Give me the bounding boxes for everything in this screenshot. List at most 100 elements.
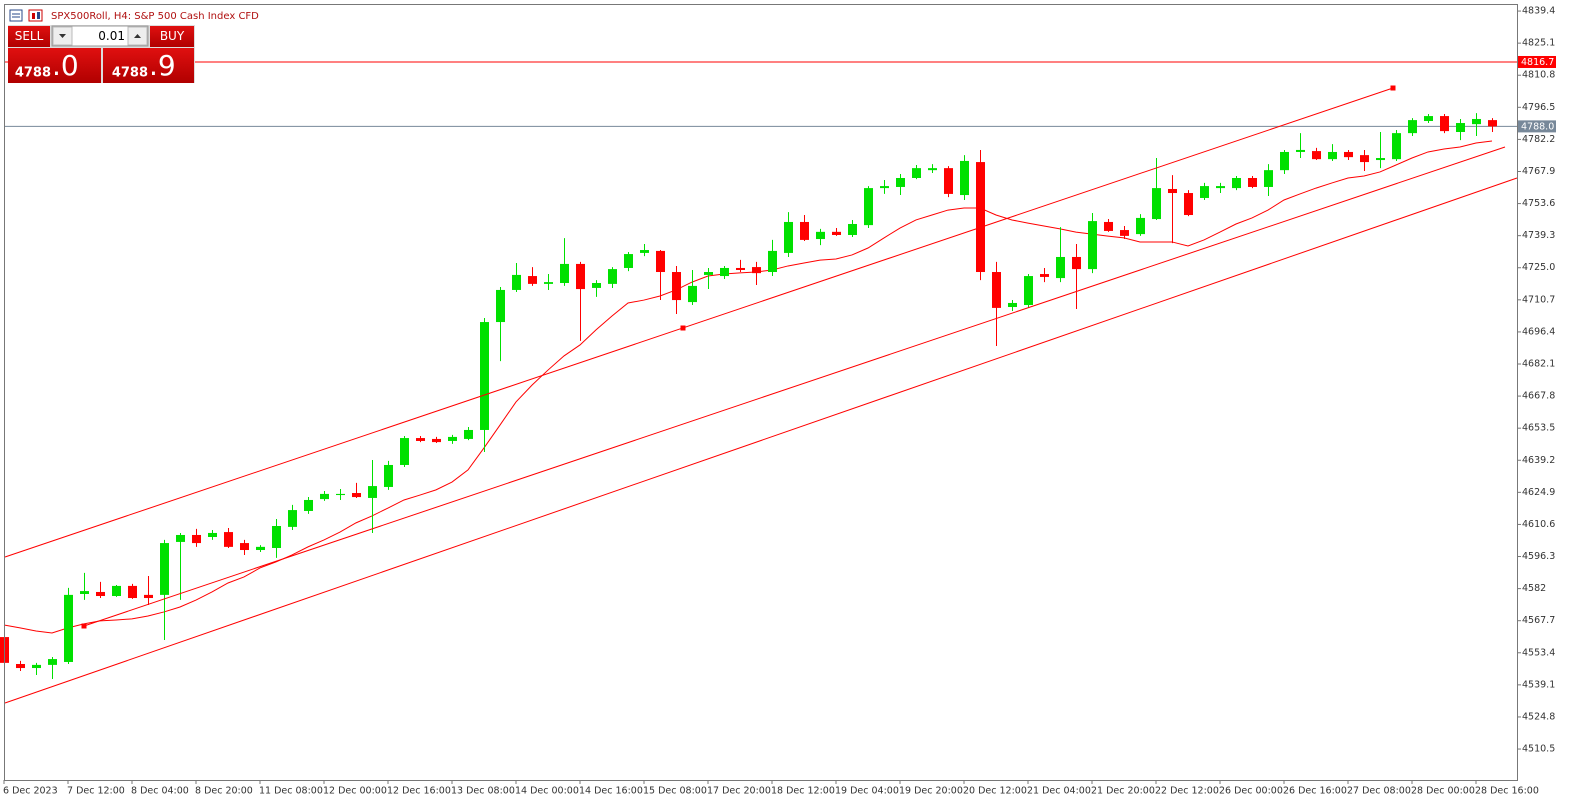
x-tick-label: 18 Dec 12:00 — [771, 786, 835, 797]
candle-body — [544, 282, 553, 284]
candle-body — [1472, 118, 1481, 125]
x-tick-label: 28 Dec 16:00 — [1475, 786, 1539, 797]
x-tick-label: 8 Dec 04:00 — [131, 786, 189, 797]
price-label: 4788.0 — [1521, 121, 1554, 132]
x-tick-label: 14 Dec 16:00 — [579, 786, 643, 797]
candle-body — [1120, 230, 1129, 236]
candle-body — [96, 591, 105, 597]
candle-body — [1280, 151, 1289, 171]
candle-body — [928, 168, 937, 171]
candle-body — [1296, 149, 1305, 152]
candle-body — [336, 493, 345, 496]
candle-body — [592, 283, 601, 288]
candle-body — [272, 526, 281, 548]
candle-body — [736, 267, 745, 270]
y-tick-label: 4653.5 — [1522, 423, 1555, 434]
candle-body — [160, 543, 169, 595]
plot-frame — [4, 4, 1518, 781]
sell-price-box[interactable] — [8, 48, 101, 83]
candle-body — [448, 436, 457, 441]
plot-layer — [0, 61, 1517, 680]
buy-label[interactable]: BUY — [160, 29, 185, 43]
x-tick-label: 21 Dec 20:00 — [1091, 786, 1155, 797]
candle-body — [1488, 120, 1497, 127]
x-tick-label: 8 Dec 20:00 — [195, 786, 253, 797]
candle-body — [128, 585, 137, 599]
x-tick-label: 28 Dec 00:00 — [1411, 786, 1475, 797]
channel-anchor — [81, 623, 87, 629]
volume[interactable]: 0.01 — [98, 29, 125, 43]
candle-body — [656, 250, 665, 273]
candle-body — [1104, 221, 1113, 231]
y-tick-label: 4825.1 — [1522, 38, 1555, 49]
x-tick-label: 12 Dec 00:00 — [323, 786, 387, 797]
header: SPX500Roll, H4: S&P 500 Cash Index CFD — [9, 9, 259, 22]
buy-price-box[interactable] — [103, 48, 194, 83]
x-tick-label: 12 Dec 16:00 — [387, 786, 451, 797]
candle-body — [1184, 193, 1193, 216]
x-tick-label: 17 Dec 20:00 — [707, 786, 771, 797]
sell-price-main: 4788 — [15, 66, 51, 81]
x-tick-label: 20 Dec 12:00 — [963, 786, 1027, 797]
icon — [37, 12, 40, 19]
candle-body — [992, 272, 1001, 308]
y-tick-label: 4553.4 — [1522, 647, 1555, 658]
volume-box[interactable] — [51, 25, 149, 47]
sell-label[interactable]: SELL — [15, 29, 44, 43]
candle-body — [1168, 188, 1177, 194]
y-tick-label: 4624.9 — [1522, 487, 1555, 498]
candle-body — [512, 274, 521, 290]
y-tick-label: 4725.0 — [1522, 262, 1555, 273]
candle-body — [224, 532, 233, 547]
y-tick-label: 4753.6 — [1522, 198, 1555, 209]
candle-body — [896, 177, 905, 187]
sell-button[interactable] — [8, 26, 50, 47]
candle-body — [320, 493, 329, 500]
candle-body — [496, 289, 505, 323]
channel-middle — [83, 146, 1506, 627]
candle-body — [944, 168, 953, 194]
candle-body — [880, 186, 889, 189]
candle-body — [640, 250, 649, 253]
candle-body — [1008, 302, 1017, 308]
candle-body — [416, 438, 425, 441]
candle-body — [784, 221, 793, 253]
channel — [4, 85, 1518, 704]
x-tick-label: 22 Dec 12:00 — [1155, 786, 1219, 797]
candle-body — [528, 276, 537, 284]
candle-body — [288, 510, 297, 527]
candle-body — [1216, 186, 1225, 189]
arrow-up — [134, 34, 141, 38]
candle-body — [80, 591, 89, 594]
candle-body — [480, 322, 489, 430]
y-tick-label: 4667.8 — [1522, 391, 1555, 402]
candle-body — [384, 464, 393, 487]
candle-body — [688, 285, 697, 303]
candle-body — [1440, 116, 1449, 132]
x-tick-label: 6 Dec 2023 — [3, 786, 58, 797]
candle-body — [816, 231, 825, 240]
buy-button[interactable] — [150, 26, 194, 47]
candle-body — [912, 168, 921, 178]
candle-body — [256, 546, 265, 551]
icon — [9, 9, 23, 22]
symbol-title: SPX500Roll, H4: S&P 500 Cash Index CFD — [51, 11, 259, 22]
candle-body — [768, 250, 777, 273]
candle-body — [352, 493, 361, 498]
candle-body — [848, 223, 857, 235]
candle-body — [1040, 274, 1049, 277]
y-tick-label: 4567.7 — [1522, 615, 1555, 626]
candle-body — [1264, 170, 1273, 187]
x-tick-label: 26 Dec 16:00 — [1283, 786, 1347, 797]
buy-price-main: 4788 — [112, 66, 148, 81]
price-label-box — [1518, 120, 1556, 133]
x-tick-label: 11 Dec 08:00 — [259, 786, 323, 797]
y-tick-label: 4510.5 — [1522, 744, 1555, 755]
y-tick-label: 4810.8 — [1522, 70, 1555, 81]
y-tick-label: 4839.4 — [1522, 6, 1555, 17]
icon — [28, 9, 43, 22]
candle-body — [32, 664, 41, 669]
candle-body — [624, 254, 633, 268]
